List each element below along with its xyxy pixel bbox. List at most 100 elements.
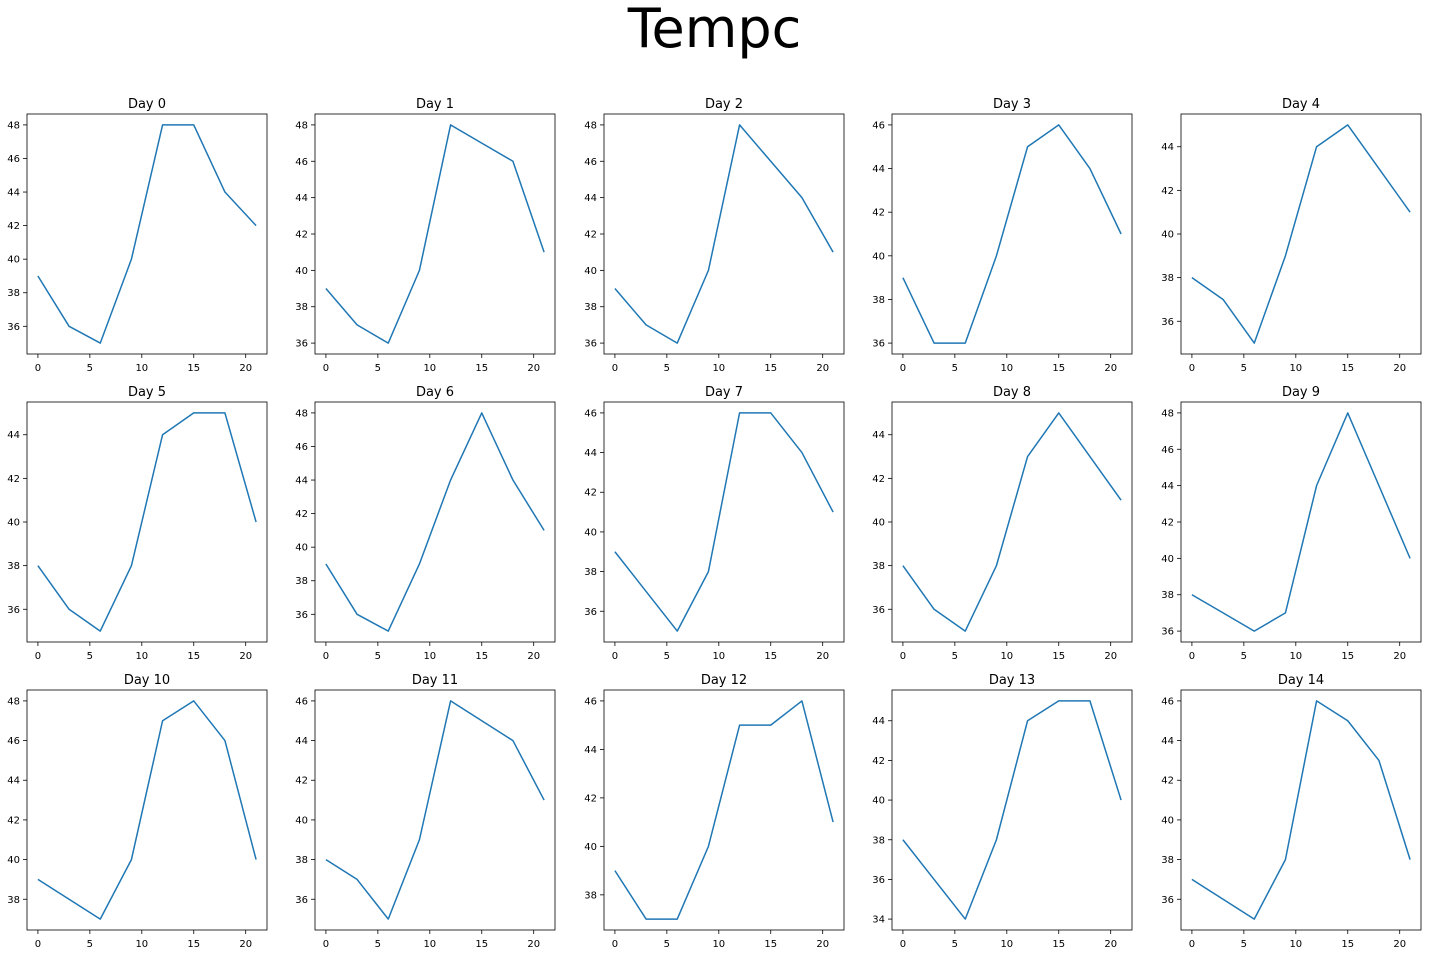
x-tick-label: 20 [816, 939, 829, 950]
x-tick-label: 0 [323, 363, 329, 374]
y-tick-label: 40 [7, 855, 20, 866]
y-tick-label: 48 [295, 408, 308, 419]
y-tick-label: 42 [7, 221, 20, 232]
y-tick-label: 40 [7, 255, 20, 266]
y-tick-label: 44 [1161, 736, 1174, 747]
x-tick-label: 5 [87, 939, 93, 950]
y-tick-label: 44 [584, 448, 597, 459]
x-tick-label: 0 [35, 651, 41, 662]
y-tick-label: 46 [584, 696, 597, 707]
y-tick-label: 36 [584, 607, 597, 618]
x-tick-label: 5 [1241, 651, 1247, 662]
y-tick-label: 46 [295, 696, 308, 707]
y-tick-label: 46 [584, 157, 597, 168]
temperature-series-line [902, 412, 1122, 632]
y-tick-label: 46 [872, 120, 885, 131]
y-tick-label: 48 [1161, 408, 1174, 419]
y-tick-label: 38 [584, 302, 597, 313]
temperature-series-line [325, 124, 545, 344]
subplot-title: Day 12 [701, 673, 747, 688]
subplot-title: Day 10 [124, 673, 170, 688]
axes-frame [891, 401, 1133, 643]
y-tick-label: 40 [1161, 815, 1174, 826]
x-tick-label: 15 [1052, 363, 1065, 374]
y-tick-label: 44 [1161, 142, 1174, 153]
x-tick-label: 0 [900, 363, 906, 374]
y-tick-label: 36 [7, 322, 20, 333]
x-tick-label: 5 [664, 939, 670, 950]
x-tick-label: 0 [1189, 363, 1195, 374]
y-tick-label: 44 [295, 476, 308, 487]
axes-frame [314, 401, 556, 643]
y-tick-label: 38 [872, 295, 885, 306]
x-tick-label: 20 [1393, 363, 1406, 374]
x-tick-label: 5 [375, 363, 381, 374]
y-tick-label: 42 [1161, 776, 1174, 787]
x-tick-label: 0 [612, 651, 618, 662]
x-tick-label: 20 [816, 651, 829, 662]
y-tick-label: 40 [295, 266, 308, 277]
y-tick-label: 48 [7, 696, 20, 707]
temperature-series-line [1191, 124, 1411, 344]
y-tick-label: 44 [872, 716, 885, 727]
temperature-series-line [1191, 412, 1411, 632]
y-tick-label: 40 [7, 518, 20, 529]
subplot-title: Day 8 [993, 385, 1031, 400]
subplot-title: Day 11 [412, 673, 458, 688]
subplot-title: Day 2 [705, 97, 743, 112]
y-tick-label: 38 [872, 561, 885, 572]
x-tick-label: 0 [612, 939, 618, 950]
subplot-title: Day 4 [1282, 97, 1320, 112]
subplot-title: Day 0 [128, 97, 166, 112]
y-tick-label: 44 [295, 736, 308, 747]
y-tick-label: 36 [1161, 627, 1174, 638]
y-tick-label: 40 [584, 842, 597, 853]
subplot-day-10: Day 10 0 5 10 15 20 38 40 42 44 46 48 [7, 673, 268, 950]
y-tick-label: 36 [295, 895, 308, 906]
x-tick-label: 0 [1189, 651, 1195, 662]
temperature-series-line [37, 412, 257, 632]
x-tick-label: 15 [475, 651, 488, 662]
y-tick-label: 42 [295, 230, 308, 241]
y-tick-label: 40 [872, 518, 885, 529]
x-tick-label: 0 [35, 363, 41, 374]
y-tick-label: 46 [295, 442, 308, 453]
y-tick-label: 48 [295, 120, 308, 131]
x-tick-label: 20 [527, 363, 540, 374]
y-tick-label: 46 [1161, 696, 1174, 707]
subplot-day-13: Day 13 0 5 10 15 20 34 36 38 40 42 44 [872, 673, 1133, 950]
x-tick-label: 10 [1000, 363, 1013, 374]
y-tick-label: 36 [872, 875, 885, 886]
subplot-title: Day 7 [705, 385, 743, 400]
y-tick-label: 38 [584, 890, 597, 901]
subplot-day-2: Day 2 0 5 10 15 20 36 38 40 42 44 46 48 [584, 97, 845, 374]
x-tick-label: 0 [612, 363, 618, 374]
x-tick-label: 20 [1393, 939, 1406, 950]
y-tick-label: 46 [7, 736, 20, 747]
subplot-day-4: Day 4 0 5 10 15 20 36 38 40 42 44 [1161, 97, 1422, 374]
y-tick-label: 34 [872, 915, 885, 926]
y-tick-label: 36 [295, 339, 308, 350]
subplot-title: Day 14 [1278, 673, 1324, 688]
y-tick-label: 40 [584, 266, 597, 277]
x-tick-label: 15 [764, 363, 777, 374]
axes-frame [1180, 401, 1422, 643]
y-tick-label: 46 [1161, 445, 1174, 456]
x-tick-label: 20 [239, 651, 252, 662]
x-tick-label: 10 [423, 363, 436, 374]
subplot-day-7: Day 7 0 5 10 15 20 36 38 40 42 44 46 [584, 385, 845, 662]
x-tick-label: 0 [323, 651, 329, 662]
y-tick-label: 42 [1161, 518, 1174, 529]
x-tick-label: 15 [475, 939, 488, 950]
y-tick-label: 40 [295, 543, 308, 554]
axes-frame [891, 113, 1133, 355]
x-tick-label: 10 [1289, 939, 1302, 950]
temperature-series-line [325, 412, 545, 632]
subplot-day-1: Day 1 0 5 10 15 20 36 38 40 42 44 46 48 [295, 97, 556, 374]
x-tick-label: 10 [423, 939, 436, 950]
y-tick-label: 38 [584, 567, 597, 578]
axes-frame [603, 689, 845, 931]
x-tick-label: 15 [1341, 651, 1354, 662]
y-tick-label: 42 [295, 776, 308, 787]
